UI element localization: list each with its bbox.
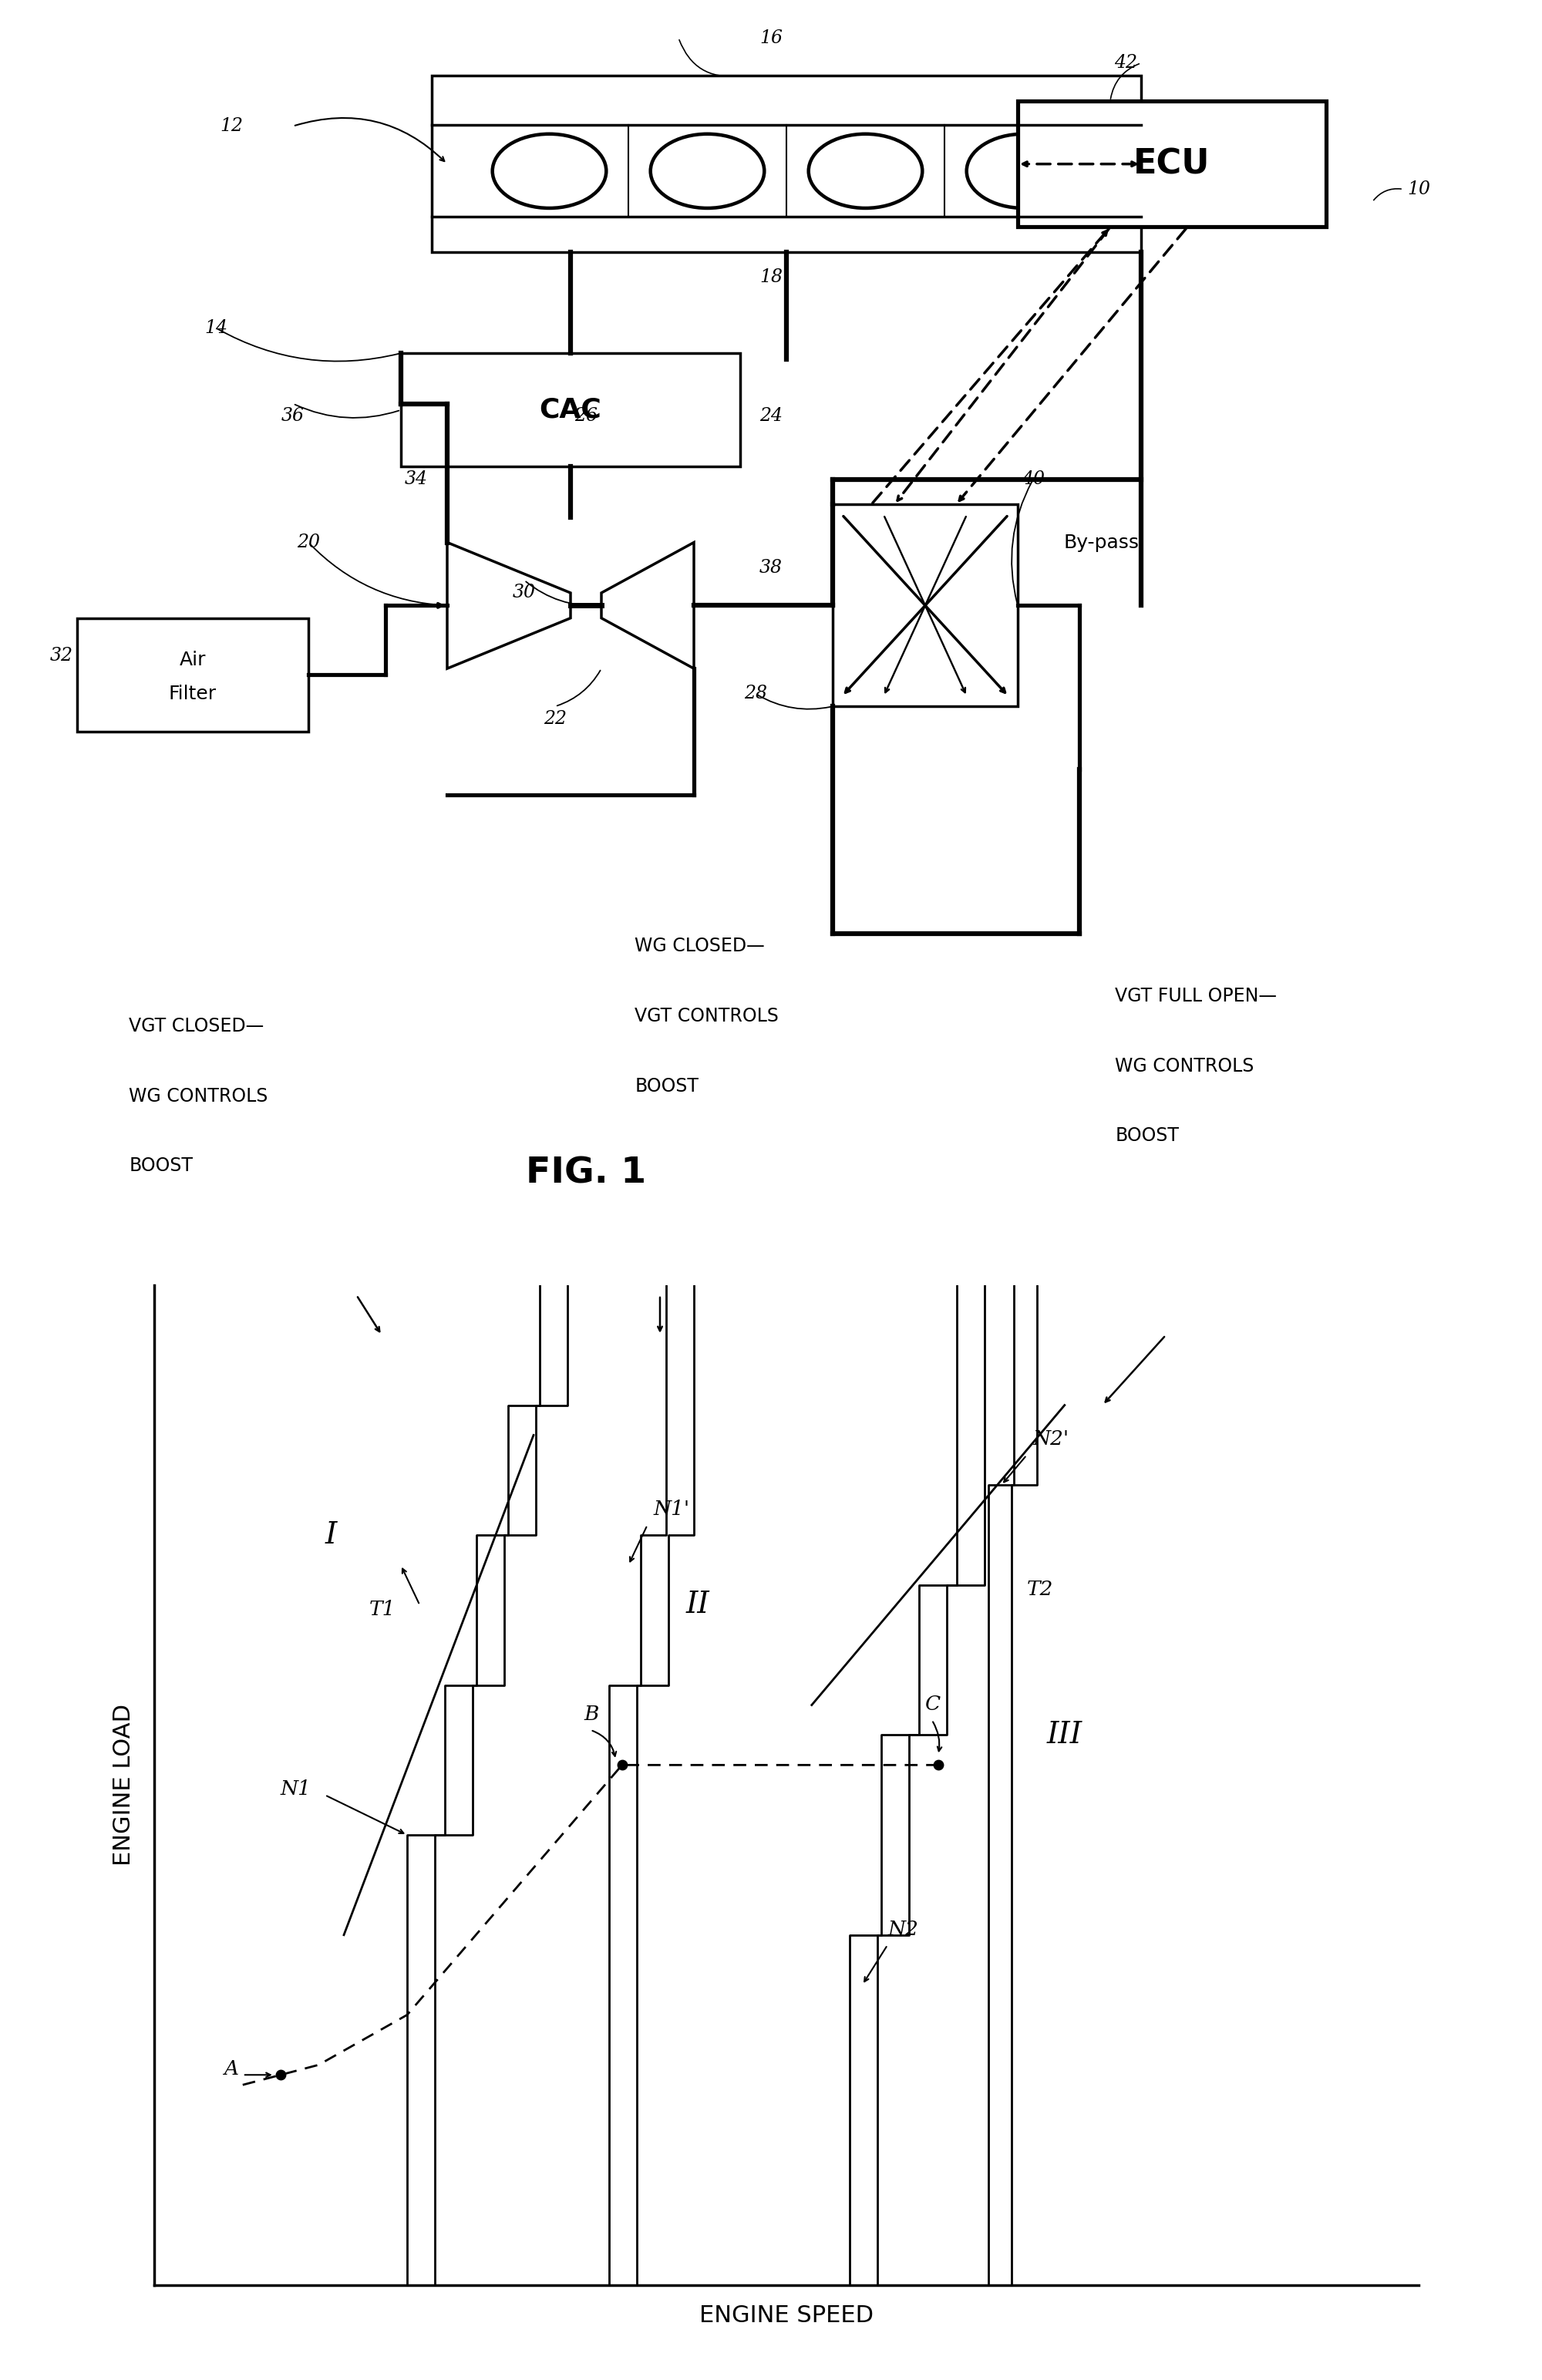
Text: BOOST: BOOST — [635, 1076, 699, 1095]
Ellipse shape — [492, 133, 606, 207]
Text: 20: 20 — [296, 533, 321, 552]
Text: FIG. 1: FIG. 1 — [526, 1157, 646, 1190]
Bar — [77, 619, 308, 731]
Bar — [401, 352, 740, 466]
Text: 42: 42 — [1113, 55, 1138, 71]
Text: WG CLOSED—: WG CLOSED— — [635, 938, 765, 954]
Ellipse shape — [808, 133, 922, 207]
Text: 32: 32 — [49, 647, 74, 664]
Text: ECU: ECU — [1133, 148, 1210, 181]
Text: CAC: CAC — [540, 397, 601, 424]
Text: T2: T2 — [1027, 1580, 1053, 1599]
Text: By-pass: By-pass — [1064, 533, 1140, 552]
Text: WG CONTROLS: WG CONTROLS — [1115, 1057, 1254, 1076]
Bar — [432, 76, 1141, 252]
Text: VGT CLOSED—: VGT CLOSED— — [130, 1016, 264, 1035]
Text: 40: 40 — [1021, 471, 1045, 488]
Text: 28: 28 — [743, 685, 768, 702]
Text: A: A — [224, 2059, 239, 2078]
Text: 34: 34 — [404, 471, 429, 488]
Text: VGT FULL OPEN—: VGT FULL OPEN— — [1115, 988, 1277, 1004]
Text: N1': N1' — [654, 1499, 689, 1518]
Text: 38: 38 — [759, 559, 783, 576]
Text: N2': N2' — [1033, 1430, 1069, 1449]
Text: 24: 24 — [759, 407, 783, 426]
Ellipse shape — [651, 133, 765, 207]
Text: VGT CONTROLS: VGT CONTROLS — [635, 1007, 779, 1026]
Bar — [833, 505, 1018, 707]
Text: 22: 22 — [543, 709, 567, 728]
Text: WG CONTROLS: WG CONTROLS — [130, 1088, 268, 1104]
Text: 10: 10 — [1406, 181, 1431, 198]
X-axis label: ENGINE SPEED: ENGINE SPEED — [699, 2304, 873, 2325]
Bar — [1018, 100, 1326, 226]
Y-axis label: ENGINE LOAD: ENGINE LOAD — [113, 1704, 136, 1866]
Text: 26: 26 — [574, 407, 598, 426]
Ellipse shape — [967, 133, 1081, 207]
Text: 14: 14 — [204, 319, 228, 338]
Text: N1: N1 — [281, 1780, 311, 1799]
Text: I: I — [325, 1521, 338, 1549]
Polygon shape — [447, 543, 571, 669]
Text: Filter: Filter — [168, 685, 217, 702]
Text: 12: 12 — [221, 117, 244, 136]
Polygon shape — [601, 543, 694, 669]
Text: N2: N2 — [888, 1921, 919, 1940]
Text: BOOST: BOOST — [130, 1157, 193, 1176]
Text: 16: 16 — [759, 29, 783, 48]
Text: II: II — [686, 1590, 709, 1618]
Text: III: III — [1047, 1721, 1082, 1749]
Text: T1: T1 — [369, 1599, 396, 1618]
Text: 30: 30 — [512, 583, 537, 602]
Text: 36: 36 — [281, 407, 305, 426]
Text: Air: Air — [179, 650, 207, 669]
Text: 18: 18 — [759, 269, 783, 286]
Text: C: C — [925, 1695, 941, 1714]
Text: B: B — [584, 1704, 598, 1723]
Text: BOOST: BOOST — [1115, 1126, 1180, 1145]
